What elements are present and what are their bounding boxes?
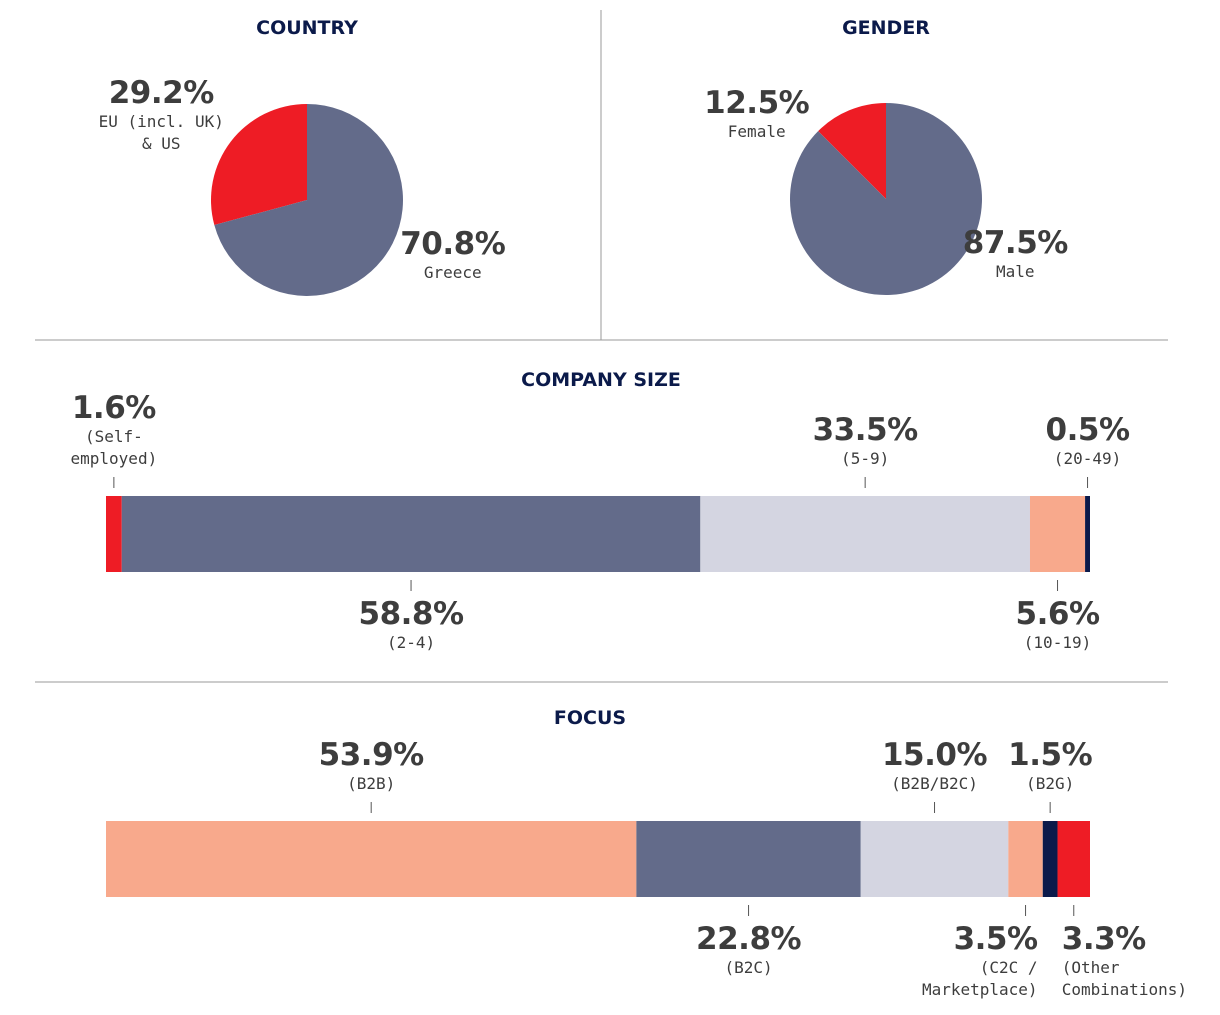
category-label: Male — [996, 262, 1035, 281]
pie-slice — [214, 104, 404, 296]
bar-segment — [121, 496, 701, 572]
value-label: 87.5% — [962, 225, 1069, 261]
pie-slice — [818, 103, 886, 199]
value-label: 1.5% — [1008, 737, 1093, 773]
category-label: (5-9) — [841, 449, 890, 468]
value-label: 70.8% — [400, 226, 506, 262]
category-label: (2-4) — [386, 633, 436, 652]
data-label: 33.5% (5-9) — [812, 412, 919, 470]
data-label: 1.6% (Self-employed) — [46, 390, 181, 470]
value-label: 5.6% — [1015, 596, 1100, 632]
category-label: EU (incl. UK) & US — [98, 112, 224, 153]
data-label: 3.3% (Other Combinations) — [1062, 921, 1197, 1001]
pie-slice — [211, 104, 307, 226]
data-label: 58.8% (2-4) — [358, 596, 465, 654]
value-label: 53.9% — [318, 737, 425, 773]
value-label: 15.0% — [881, 737, 988, 773]
bar-segment — [106, 496, 122, 572]
category-label: (B2B) — [347, 774, 396, 793]
data-label: 0.5% (20-49) — [1046, 412, 1130, 470]
bar-segment — [700, 496, 1030, 572]
bar-segment — [636, 821, 861, 897]
data-label: 22.8% (B2C) — [696, 921, 802, 979]
data-label: 1.5% (B2G) — [1008, 737, 1092, 795]
bar-segment — [1085, 496, 1090, 572]
category-label: (B2G) — [1026, 774, 1075, 793]
chart-title: COMPANY SIZE — [521, 369, 681, 391]
bar-segment — [1057, 821, 1090, 897]
category-label: Greece — [423, 263, 482, 282]
data-label: 15.0% (B2B/B2C) — [881, 737, 988, 795]
bar-segment — [1008, 821, 1043, 897]
category-label: (Self-employed) — [70, 427, 158, 468]
bar-segment — [860, 821, 1009, 897]
data-label: 5.6% (10-19) — [1016, 596, 1100, 654]
value-label: 1.6% — [71, 390, 156, 426]
category-label: (C2C / Marketplace) — [921, 958, 1038, 999]
pie-slice — [790, 103, 983, 296]
category-label: (10-19) — [1023, 633, 1092, 652]
category-label: (20-49) — [1053, 449, 1122, 468]
data-label: 53.9% (B2B) — [318, 737, 425, 795]
data-label: 12.5% Female — [704, 85, 810, 143]
value-label: 22.8% — [696, 921, 802, 957]
bar-segment — [1029, 496, 1086, 572]
category-label: (Other Combinations) — [1061, 958, 1187, 999]
chart-title: COUNTRY — [256, 17, 358, 39]
value-label: 58.8% — [358, 596, 465, 632]
value-label: 33.5% — [812, 412, 919, 448]
bar-segment — [106, 821, 637, 897]
chart-title: FOCUS — [553, 707, 627, 729]
data-label: 29.2% EU (incl. UK) & US — [94, 75, 229, 155]
value-label: 3.3% — [1061, 921, 1146, 957]
category-label: (B2C) — [724, 958, 773, 977]
chart-title: GENDER — [842, 17, 930, 39]
category-label: (B2B/B2C) — [891, 774, 978, 793]
category-label: Female — [727, 122, 786, 141]
data-label: 70.8% Greece — [400, 226, 506, 284]
value-label: 0.5% — [1045, 412, 1130, 448]
data-label: 3.5% (C2C / Marketplace) — [903, 921, 1038, 1001]
value-label: 12.5% — [704, 85, 810, 121]
value-label: 3.5% — [953, 921, 1038, 957]
value-label: 29.2% — [108, 75, 215, 111]
data-label: 87.5% Male — [962, 225, 1069, 283]
bar-segment — [1042, 821, 1058, 897]
